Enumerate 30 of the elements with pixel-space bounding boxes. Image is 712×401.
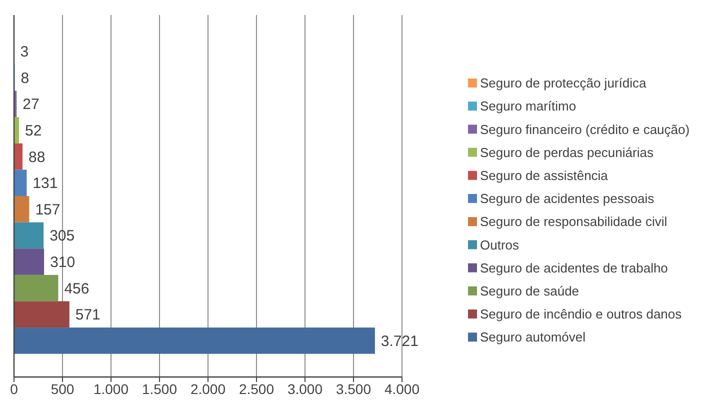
- data-label: 52: [25, 122, 42, 140]
- legend-label: Outros: [480, 237, 520, 252]
- data-label: 131: [32, 175, 58, 192]
- x-tick-label: 2.000: [190, 381, 226, 397]
- x-tick-label: 2.500: [238, 381, 274, 397]
- legend-label: Seguro de incêndio e outros danos: [480, 306, 682, 322]
- data-label: 157: [35, 201, 60, 218]
- x-tick-label: 1.000: [93, 381, 129, 397]
- data-label: 8: [20, 70, 30, 87]
- legend-label: Seguro marítimo: [480, 98, 576, 114]
- x-tick-label: 500: [50, 381, 74, 397]
- data-label: 88: [28, 148, 46, 166]
- legend-label: Seguro financeiro (crédito e caução): [480, 122, 690, 137]
- legend-label: Seguro automóvel: [480, 330, 586, 345]
- legend-label: Seguro de responsabilidade civil: [480, 214, 668, 230]
- legend-label: Seguro de acidentes pessoais: [480, 191, 655, 206]
- x-tick-label: 1.500: [142, 381, 178, 397]
- x-tick-label: 3.000: [287, 381, 323, 397]
- x-tick-label: 0: [10, 381, 18, 397]
- data-label: 456: [64, 280, 90, 298]
- legend-label: Seguro de saúde: [480, 283, 580, 298]
- data-label: 27: [22, 96, 40, 114]
- x-tick-label: 3.500: [336, 381, 372, 397]
- legend-label: Seguro de assistência: [480, 168, 609, 183]
- legend-label: Seguro de acidentes de trabalho: [480, 260, 668, 276]
- data-label: 3: [20, 44, 29, 61]
- data-label: 571: [75, 306, 100, 324]
- legend-label: Seguro de perdas pecuniárias: [480, 144, 654, 160]
- x-tick-label: 4.000: [384, 381, 420, 397]
- legend-label: Seguro de protecção jurídica: [480, 76, 647, 91]
